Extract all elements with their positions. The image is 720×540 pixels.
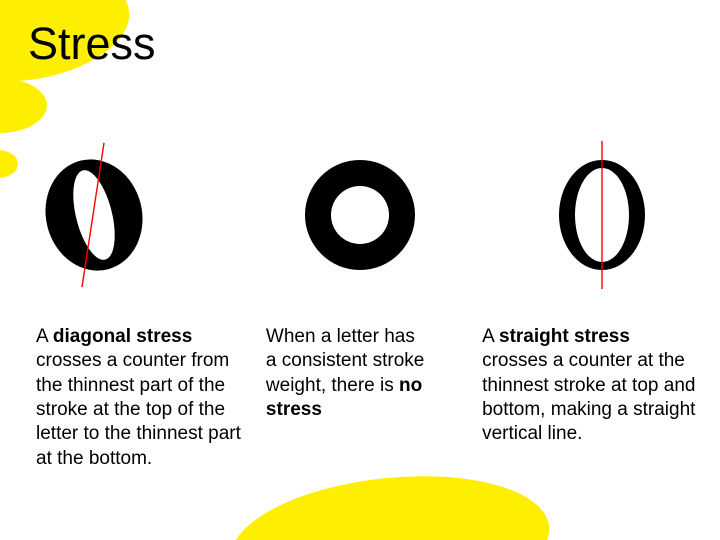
figure-row xyxy=(36,135,684,295)
caption-diagonal: A diagonal stress crosses a counter from… xyxy=(36,325,250,471)
glyph-diagonal-o xyxy=(36,135,236,295)
caption-row: A diagonal stress crosses a counter from… xyxy=(36,325,696,471)
decor-blob-bottom xyxy=(224,462,556,540)
caption-vertical: A straight stress crosses a counter at t… xyxy=(482,325,696,471)
caption-no-stress: When a letter has a consistent stroke we… xyxy=(266,325,430,471)
figure-diagonal-stress xyxy=(36,135,236,295)
page-title: Stress xyxy=(28,18,156,70)
figure-vertical-stress xyxy=(484,135,684,295)
figure-no-stress xyxy=(260,135,460,295)
glyph-vertical-o xyxy=(484,135,684,295)
decor-blob-left-1 xyxy=(0,78,47,133)
decor-blob-left-2 xyxy=(0,150,18,178)
glyph-monoline-o xyxy=(260,135,460,295)
